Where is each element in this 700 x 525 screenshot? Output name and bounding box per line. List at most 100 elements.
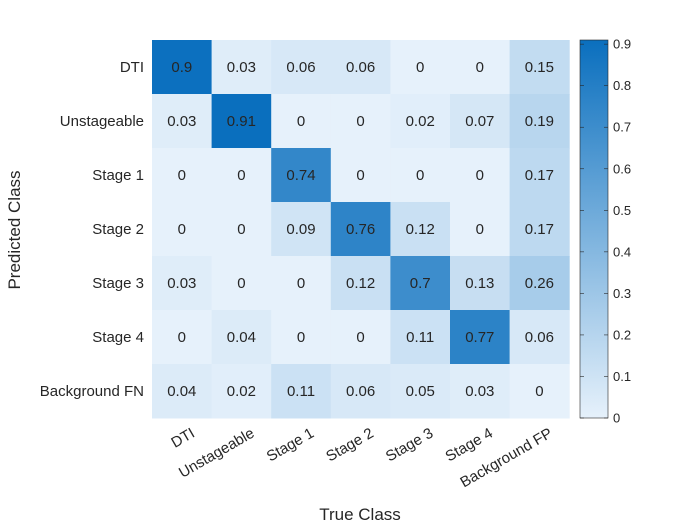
heatmap-cell <box>330 40 391 95</box>
heatmap-cell <box>390 256 451 311</box>
heatmap-cell <box>509 40 570 95</box>
cell-value-label: 0 <box>356 329 364 346</box>
heatmap-cell <box>211 256 272 311</box>
heatmap-cell <box>271 202 332 257</box>
heatmap-cell <box>330 94 391 149</box>
cell-value-label: 0 <box>416 59 424 76</box>
y-tick-label: Stage 3 <box>92 275 144 292</box>
cell-value-label: 0 <box>416 167 424 184</box>
colorbar-gradient <box>579 39 609 419</box>
cell-value-label: 0.77 <box>465 329 494 346</box>
cell-value-label: 0.12 <box>346 275 375 292</box>
colorbar-tick-label: 0.3 <box>613 286 631 301</box>
cell-value-label: 0.11 <box>287 383 315 400</box>
cell-value-label: 0 <box>237 221 245 238</box>
heatmap-cell <box>390 94 451 149</box>
heatmap-cell <box>271 40 332 95</box>
cell-value-label: 0.06 <box>346 383 375 400</box>
y-tick-label: DTI <box>120 59 144 76</box>
cell-value-label: 0 <box>356 167 364 184</box>
x-tick-label: Stage 2 <box>323 425 376 466</box>
cell-value-label: 0.12 <box>406 221 435 238</box>
cell-value-label: 0 <box>178 221 186 238</box>
cell-value-label: 0.07 <box>465 113 494 130</box>
x-axis-title: True Class <box>319 505 401 524</box>
heatmap-cell <box>271 364 332 419</box>
cell-value-label: 0.17 <box>525 167 554 184</box>
cell-value-label: 0.04 <box>227 329 256 346</box>
cell-value-label: 0 <box>237 275 245 292</box>
cell-value-label: 0.04 <box>167 383 196 400</box>
cell-value-label: 0.11 <box>406 329 434 346</box>
heatmap-cell <box>509 310 570 365</box>
x-tick-label: DTI <box>168 425 197 452</box>
heatmap-cell <box>211 94 272 149</box>
heatmap-cell <box>509 94 570 149</box>
y-axis-ticks: DTI Unstageable Stage 1 Stage 2 Stage 3 Stage… <box>40 59 144 400</box>
heatmap-cell <box>152 94 213 149</box>
heatmap-cell <box>509 202 570 257</box>
cell-value-label: 0 <box>476 59 484 76</box>
heatmap-cell <box>271 148 332 203</box>
cell-value-label: 0 <box>535 383 543 400</box>
cell-value-label: 0.19 <box>525 113 554 130</box>
x-tick-label: Stage 1 <box>264 425 317 466</box>
heatmap-cell <box>271 256 332 311</box>
y-tick-label: Stage 4 <box>92 329 144 346</box>
heatmap-cell <box>152 40 213 95</box>
heatmap-cell <box>450 256 511 311</box>
colorbar-tick-label: 0.4 <box>613 244 631 259</box>
cell-value-label: 0 <box>476 167 484 184</box>
cell-value-label: 0.06 <box>346 59 375 76</box>
heatmap-cell <box>271 94 332 149</box>
colorbar: 0 0.1 0.2 0.3 0.4 0.5 0.6 0.7 0.8 0.9 <box>579 37 631 426</box>
cell-value-label: 0.15 <box>525 59 554 76</box>
x-tick-label: Stage 3 <box>383 425 436 466</box>
heatmap-cell <box>330 256 391 311</box>
cell-value-label: 0.03 <box>227 59 256 76</box>
cell-value-label: 0.02 <box>227 383 256 400</box>
colorbar-tick-label: 0 <box>613 411 620 426</box>
heatmap-cell <box>450 202 511 257</box>
y-axis-title: Predicted Class <box>5 170 24 289</box>
colorbar-tick-label: 0.7 <box>613 120 631 135</box>
heatmap-cell <box>152 256 213 311</box>
heatmap-cell <box>509 256 570 311</box>
cell-value-label: 0.13 <box>465 275 494 292</box>
heatmap-cells <box>152 40 570 419</box>
heatmap-cell <box>211 40 272 95</box>
cell-value-label: 0 <box>297 113 305 130</box>
heatmap-cell <box>330 202 391 257</box>
cell-value-label: 0 <box>297 329 305 346</box>
cell-value-label: 0.76 <box>346 221 375 238</box>
colorbar-tick-label: 0.1 <box>613 369 631 384</box>
heatmap-cell <box>330 364 391 419</box>
colorbar-tick-label: 0.8 <box>613 78 631 93</box>
cell-value-label: 0.03 <box>167 275 196 292</box>
heatmap-cell <box>509 148 570 203</box>
cell-value-label: 0 <box>476 221 484 238</box>
cell-value-label: 0.9 <box>171 59 192 76</box>
cell-value-label: 0.91 <box>227 113 256 130</box>
cell-value-label: 0 <box>178 167 186 184</box>
y-tick-label: Background FN <box>40 383 144 400</box>
cell-value-label: 0.03 <box>167 113 196 130</box>
heatmap-cell <box>152 364 213 419</box>
heatmap-cell <box>450 364 511 419</box>
heatmap-cell <box>390 364 451 419</box>
heatmap-cell <box>450 40 511 95</box>
cell-value-label: 0 <box>178 329 186 346</box>
colorbar-tick-label: 0.6 <box>613 161 631 176</box>
heatmap-cell <box>330 310 391 365</box>
heatmap-cell-labels: 0.9 0.03 0.06 0.06 0 0 0.15 0.03 0.91 0 0 0.02 0.07 0… <box>167 59 554 400</box>
heatmap-cell <box>509 364 570 419</box>
cell-value-label: 0.02 <box>406 113 435 130</box>
cell-value-label: 0.17 <box>525 221 554 238</box>
cell-value-label: 0.74 <box>286 167 315 184</box>
heatmap-cell <box>450 310 511 365</box>
heatmap-cell <box>390 202 451 257</box>
heatmap-cell <box>211 148 272 203</box>
cell-value-label: 0 <box>237 167 245 184</box>
